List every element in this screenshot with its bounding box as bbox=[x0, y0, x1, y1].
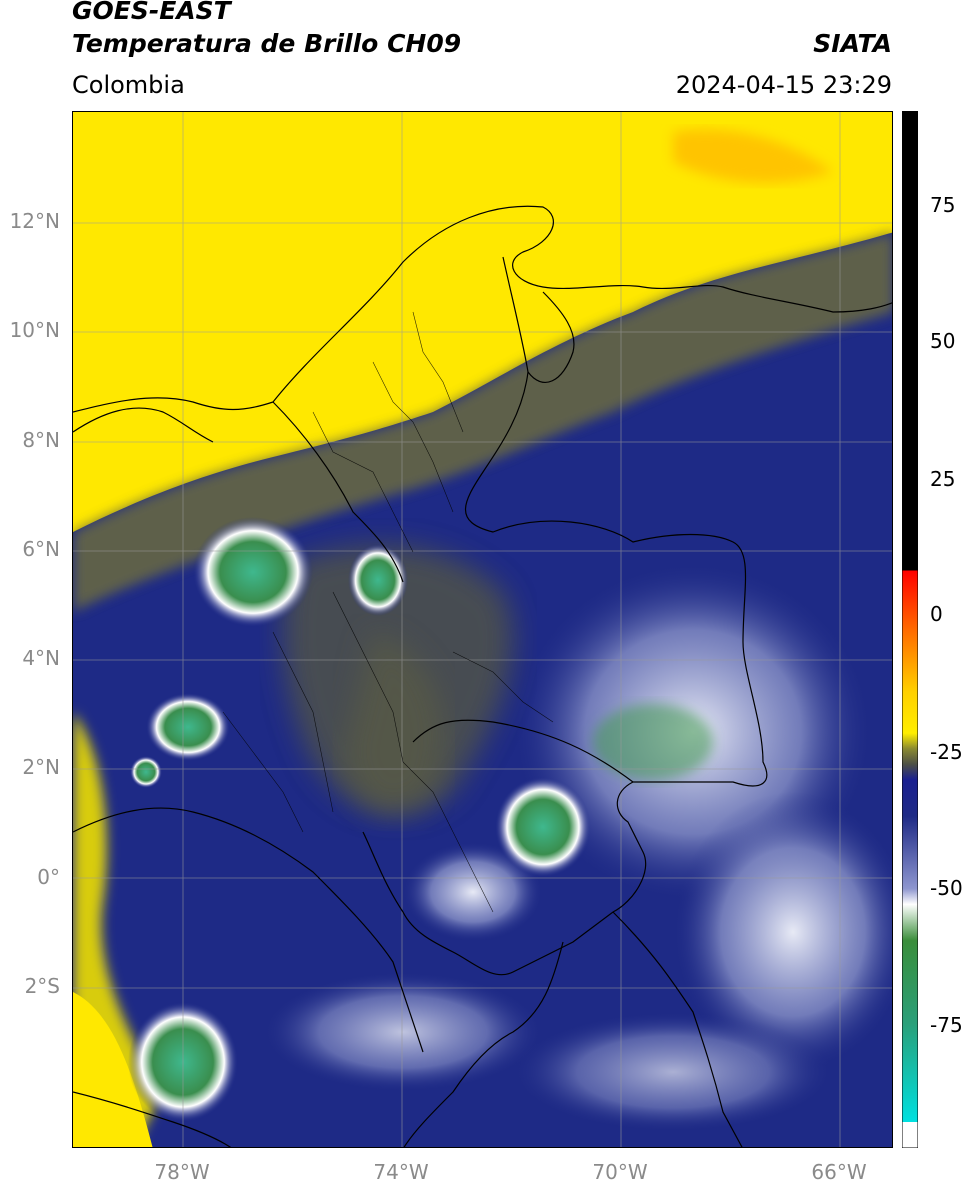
lon-label-78w: 78°W bbox=[154, 1160, 210, 1184]
lat-label-10n: 10°N bbox=[9, 318, 60, 342]
lat-label-4n: 4°N bbox=[22, 646, 60, 670]
title-line1: GOES-EAST bbox=[72, 0, 231, 25]
datetime-label: 2024-04-15 23:29 bbox=[675, 71, 892, 99]
map-image bbox=[73, 112, 892, 1147]
lat-label-8n: 8°N bbox=[22, 428, 60, 452]
region-label: Colombia bbox=[72, 71, 185, 99]
map-admin-borders bbox=[222, 311, 554, 913]
colorbar-tick-minus25: -25 bbox=[930, 740, 963, 764]
map-gridlines bbox=[73, 112, 892, 1147]
title-line2: Temperatura de Brillo CH09 bbox=[72, 29, 462, 58]
lat-label-12n: 12°N bbox=[9, 209, 60, 233]
lon-label-70w: 70°W bbox=[592, 1160, 648, 1184]
lon-label-74w: 74°W bbox=[373, 1160, 429, 1184]
source-label: SIATA bbox=[813, 29, 892, 58]
satellite-map[interactable] bbox=[72, 111, 893, 1148]
lat-label-2n: 2°N bbox=[22, 755, 60, 779]
lon-label-66w: 66°W bbox=[811, 1160, 867, 1184]
map-borders bbox=[73, 205, 892, 1147]
colorbar-tick-75: 75 bbox=[930, 193, 956, 217]
colorbar-tick-25: 25 bbox=[930, 467, 956, 491]
colorbar-tick-minus75: -75 bbox=[930, 1013, 963, 1037]
lat-label-0: 0° bbox=[37, 865, 60, 889]
lat-label-2s: 2°S bbox=[24, 974, 60, 998]
colorbar-tick-minus50: -50 bbox=[930, 876, 963, 900]
colorbar-tick-0: 0 bbox=[930, 602, 943, 626]
lat-label-6n: 6°N bbox=[22, 537, 60, 561]
colorbar bbox=[902, 111, 918, 1148]
colorbar-tick-50: 50 bbox=[930, 329, 956, 353]
